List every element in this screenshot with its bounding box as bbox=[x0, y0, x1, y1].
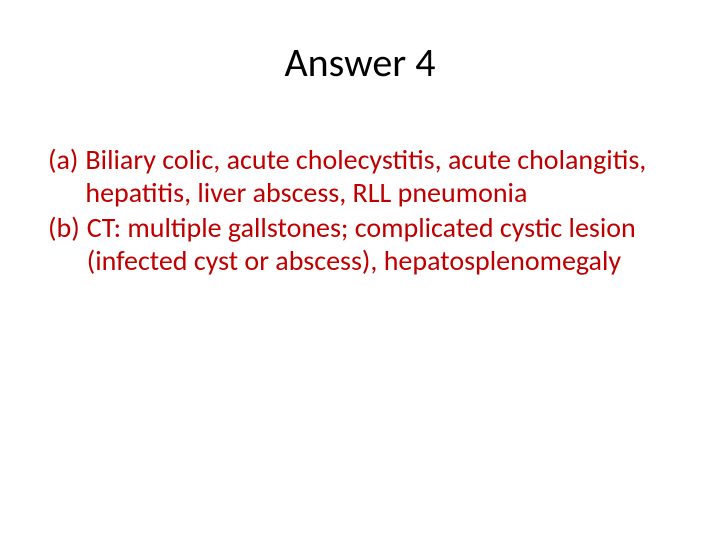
slide-title: Answer 4 bbox=[48, 38, 672, 87]
list-item: (b) CT: multiple gallstones; complicated… bbox=[48, 211, 672, 277]
list-item-text: CT: multiple gallstones; complicated cys… bbox=[87, 211, 672, 277]
list-marker-b: (b) bbox=[48, 211, 87, 277]
answer-list: (a) Biliary colic, acute cholecystitis, … bbox=[48, 143, 672, 277]
list-item: (a) Biliary colic, acute cholecystitis, … bbox=[48, 143, 672, 209]
list-marker-a: (a) bbox=[48, 143, 85, 209]
list-item-text: Biliary colic, acute cholecystitis, acut… bbox=[85, 143, 672, 209]
